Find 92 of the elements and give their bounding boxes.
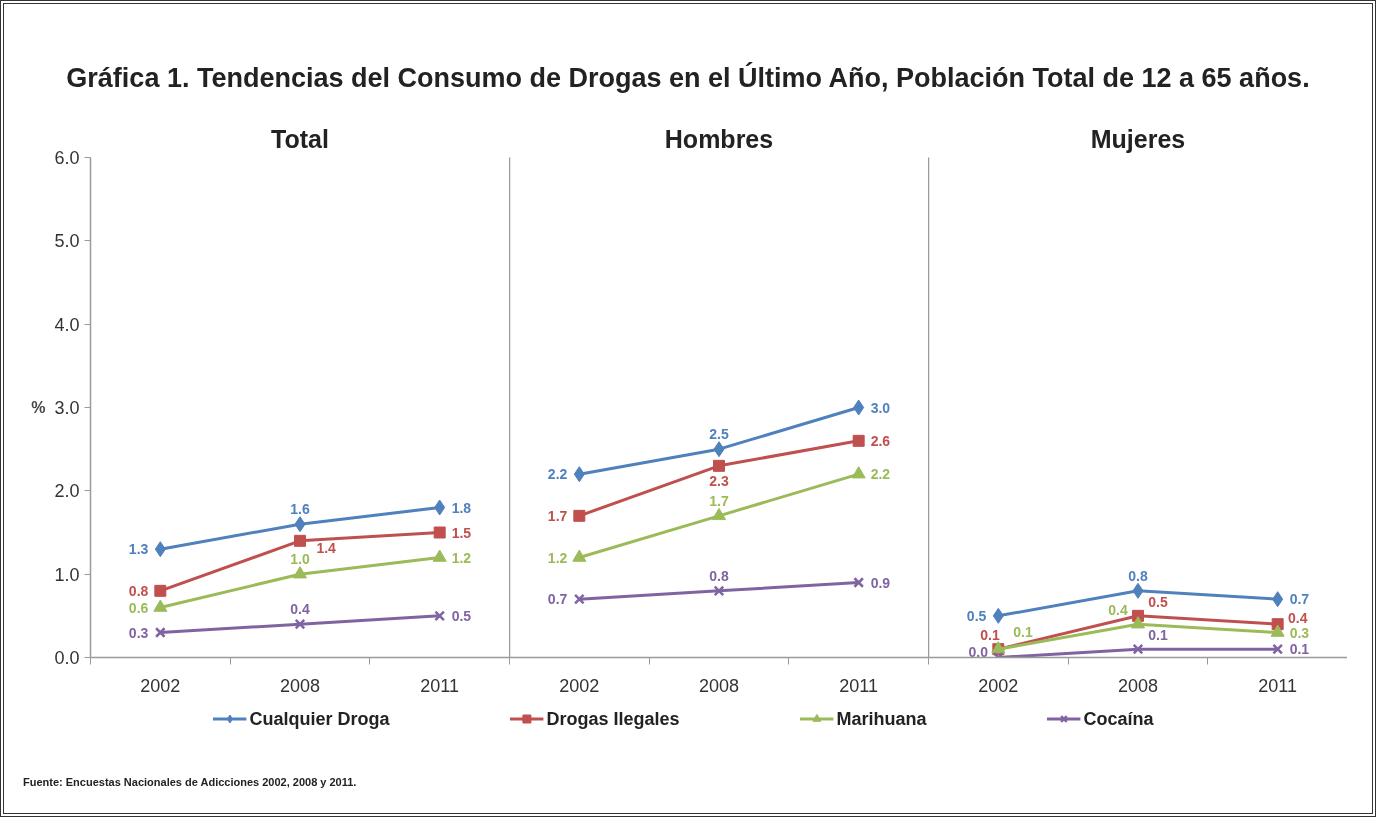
x-tick-label: 2002 xyxy=(978,675,1019,696)
y-tick-label: 4.0 xyxy=(54,314,80,335)
point xyxy=(573,465,585,482)
data-label: 2.2 xyxy=(547,465,568,482)
chart-title: Total xyxy=(271,124,329,153)
point xyxy=(853,576,865,588)
data-label: 1.2 xyxy=(451,549,472,566)
data-label: 0.4 xyxy=(1108,601,1128,618)
data-label: 0.7 xyxy=(1289,590,1310,607)
x-tick-label: 2008 xyxy=(279,675,321,696)
text: Gráfica 1. Tendencias del Consumo de Drogas en el Último Año, Población Total de 12 a 65 años. xyxy=(66,61,1310,95)
point xyxy=(294,515,306,532)
data-label: 0.5 xyxy=(451,607,472,624)
x-tick-label: 2002 xyxy=(140,675,181,696)
y-tick-label: 6.0 xyxy=(54,147,80,168)
point xyxy=(433,526,446,539)
data-label: 0.6 xyxy=(128,599,149,616)
data-label: 1.5 xyxy=(451,524,472,541)
data-label: 0.7 xyxy=(547,590,568,607)
y-axis-title: % xyxy=(31,398,46,416)
point xyxy=(1132,643,1144,655)
point xyxy=(852,434,865,447)
y-tick-label: 0.0 xyxy=(54,647,80,668)
legend-label: Marihuana xyxy=(836,708,927,730)
data-label: 1.7 xyxy=(709,492,729,509)
point xyxy=(573,593,585,605)
data-label: 1.0 xyxy=(290,550,310,567)
data-label: 0.8 xyxy=(1128,567,1148,584)
data-label: 0.8 xyxy=(128,582,149,599)
data-label: 0.5 xyxy=(966,607,987,624)
point xyxy=(1272,590,1284,607)
point xyxy=(432,549,447,562)
point xyxy=(572,549,587,562)
x-tick-label: 2008 xyxy=(1117,675,1159,696)
point xyxy=(1132,582,1144,599)
data-label: 1.4 xyxy=(316,539,337,556)
point xyxy=(573,509,586,522)
data-label: 1.7 xyxy=(547,507,568,524)
data-label: 3.0 xyxy=(870,399,891,416)
y-tick-label: 3.0 xyxy=(54,397,80,418)
data-label: 0.4 xyxy=(1288,609,1308,626)
point xyxy=(293,565,307,578)
point xyxy=(713,584,725,596)
data-label: 2.2 xyxy=(870,465,891,482)
data-label: 0.3 xyxy=(128,624,149,641)
point xyxy=(1270,624,1285,637)
y-tick-label: 2.0 xyxy=(54,480,80,501)
data-label: 1.3 xyxy=(128,540,149,557)
point xyxy=(154,626,166,638)
data-label: 0.0 xyxy=(968,643,989,660)
point xyxy=(153,599,168,612)
point xyxy=(992,607,1004,624)
x-tick-label: 2011 xyxy=(1258,675,1298,696)
source-note: Fuente: Encuestas Nacionales de Adicciones 2002, 2008 y 2011. xyxy=(23,774,357,790)
x-tick-label: 2011 xyxy=(420,675,460,696)
legend-label: Drogas Ilegales xyxy=(546,708,680,730)
data-label: 1.2 xyxy=(547,549,568,566)
data-label: 0.4 xyxy=(290,600,310,617)
data-label: 0.9 xyxy=(870,574,891,591)
point xyxy=(713,440,725,457)
y-tick-label: 5.0 xyxy=(54,230,80,251)
data-label: 0.1 xyxy=(980,626,1000,643)
y-tick-label: 1.0 xyxy=(54,564,80,585)
chart-title: Hombres xyxy=(664,124,774,153)
data-label: 2.3 xyxy=(709,472,729,489)
legend-label: Cualquier Droga xyxy=(249,708,390,730)
point xyxy=(294,618,306,630)
data-label: 0.3 xyxy=(1289,624,1310,641)
x-tick-label: 2011 xyxy=(839,675,879,696)
data-label: 0.1 xyxy=(1013,623,1033,640)
point xyxy=(853,399,865,416)
point xyxy=(154,540,166,557)
data-label: 1.8 xyxy=(451,499,472,516)
data-label: 0.1 xyxy=(1289,640,1310,657)
x-tick-label: 2002 xyxy=(559,675,600,696)
x-tick-label: 2008 xyxy=(698,675,740,696)
point xyxy=(713,459,725,472)
point xyxy=(294,534,306,547)
point xyxy=(1272,643,1284,655)
data-label: 2.6 xyxy=(870,432,891,449)
data-label: 0.5 xyxy=(1148,593,1168,610)
data-label: 1.6 xyxy=(290,500,310,517)
point xyxy=(1131,615,1145,628)
point xyxy=(712,507,726,520)
data-label: 0.8 xyxy=(709,567,729,584)
data-label: 0.1 xyxy=(1148,626,1168,643)
data-label: 2.5 xyxy=(709,425,729,442)
point xyxy=(154,584,167,597)
point xyxy=(434,609,446,621)
chart-title: Mujeres xyxy=(1090,124,1186,153)
point xyxy=(434,499,446,516)
legend-label: Cocaína xyxy=(1083,708,1154,730)
